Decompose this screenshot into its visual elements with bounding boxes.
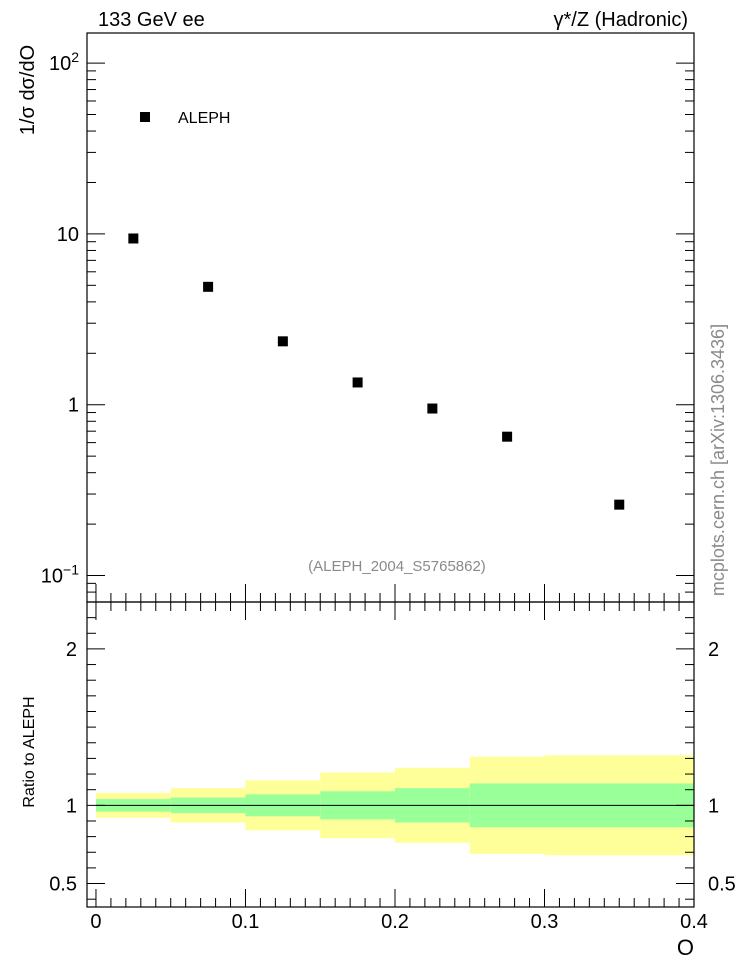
main-y-tick-label: 10 [57, 224, 79, 246]
data-point-aleph [277, 336, 288, 347]
ratio-plot-frame [86, 601, 695, 908]
main-y-tick-label: 10−1 [41, 562, 79, 588]
x-tick-label: 0.2 [381, 911, 409, 933]
x-tick-label: 0 [90, 911, 101, 933]
data-point-aleph [614, 499, 625, 510]
main-y-tick-label: 102 [49, 49, 79, 75]
legend-marker [140, 112, 150, 122]
main-panel: (ALEPH_2004_S5765862) 1/σ dσ/dO ALEPH 10… [17, 32, 695, 603]
data-point-aleph [352, 377, 363, 388]
ratio-y-axis-label: Ratio to ALEPH [21, 696, 38, 807]
side-credit-label: mcplots.cern.ch [arXiv:1306.3436] [708, 324, 728, 596]
x-tick-label: 0.4 [680, 911, 708, 933]
ratio-panel: 0.5 0.5 1 1 2 2 0 0.1 0.2 0.3 0.4 Ratio to ALEPH O [21, 601, 736, 960]
header-right-label: γ*/Z (Hadronic) [554, 9, 688, 31]
ratio-y-tick-label-left: 2 [66, 639, 77, 661]
data-point-aleph [502, 431, 513, 442]
header-left-label: 133 GeV ee [98, 9, 205, 31]
main-y-axis-label: 1/σ dσ/dO [17, 45, 39, 135]
legend: ALEPH [140, 110, 230, 127]
legend-label: ALEPH [178, 110, 230, 127]
ratio-y-tick-label-right: 2 [708, 639, 719, 661]
ratio-y-tick-label-right: 0.5 [708, 874, 736, 896]
data-point-aleph [203, 281, 214, 292]
x-tick-label: 0.3 [531, 911, 559, 933]
x-tick-label: 0.1 [232, 911, 260, 933]
analysis-watermark: (ALEPH_2004_S5765862) [308, 558, 486, 575]
main-y-tick-label: 1 [68, 395, 79, 417]
ratio-y-tick-label-left: 0.5 [49, 874, 77, 896]
x-axis-label: O [677, 935, 694, 960]
ratio-y-tick-label-right: 1 [708, 795, 719, 817]
ratio-y-tick-label-left: 1 [66, 795, 77, 817]
data-point-aleph [128, 233, 139, 244]
data-point-aleph [427, 403, 438, 414]
